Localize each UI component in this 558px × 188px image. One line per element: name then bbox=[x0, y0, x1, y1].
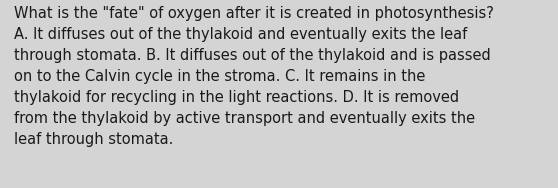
Text: What is the "fate" of oxygen after it is created in photosynthesis?
A. It diffus: What is the "fate" of oxygen after it is… bbox=[14, 6, 494, 147]
